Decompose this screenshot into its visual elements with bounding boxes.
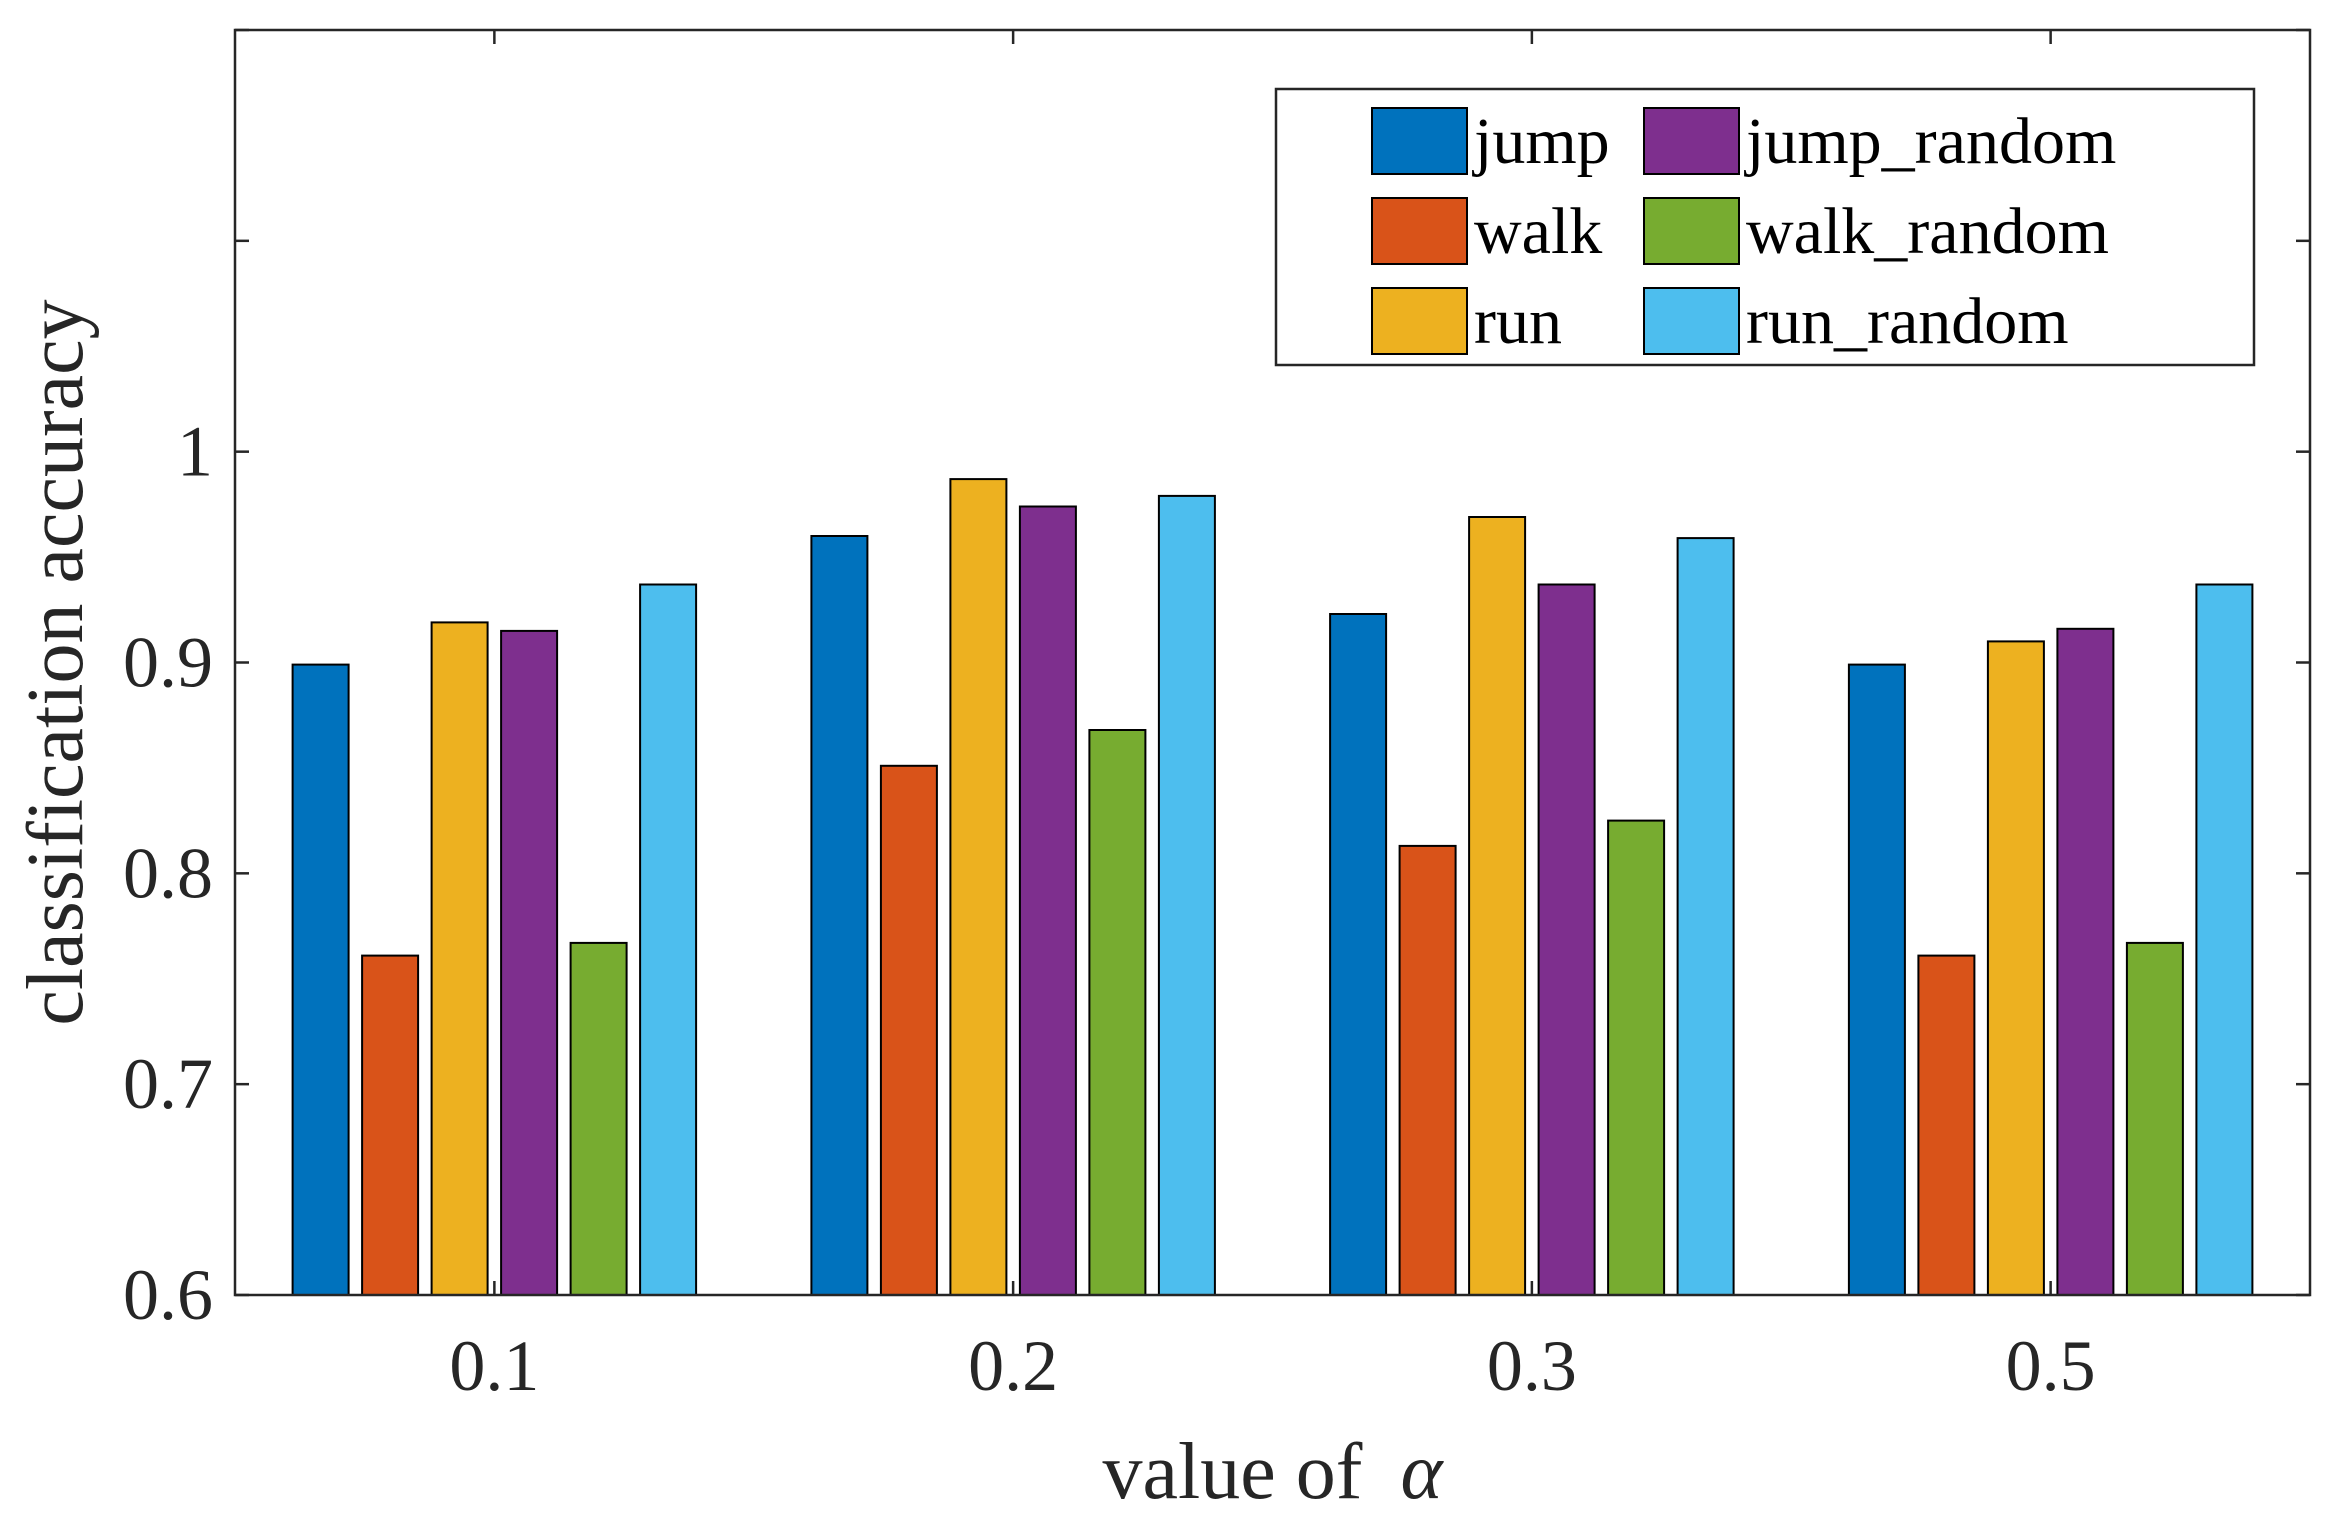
x-tick-label: 0.2	[968, 1326, 1058, 1406]
axes-layer: 0.6 0.7 0.8 0.9 1 0.1 0.2 0.3 0.5	[123, 28, 2312, 1406]
y-tick-label: 0.6	[123, 1255, 213, 1335]
y-axis-title: classification accuracy	[12, 299, 100, 1025]
legend-swatch-run_random	[1643, 287, 1740, 355]
bar-walk_random-0.3	[1607, 819, 1666, 1296]
legend-swatch-jump_random	[1643, 107, 1740, 175]
bar-jump_random-0.1	[500, 629, 559, 1296]
bar-run-0.5	[1986, 640, 2045, 1296]
bar-walk_random-0.5	[2125, 941, 2184, 1297]
bar-run_random-0.5	[2195, 583, 2254, 1296]
legend-label-walk_random: walk_random	[1746, 195, 2109, 268]
legend-swatch-jump	[1371, 107, 1468, 175]
bar-walk_random-0.2	[1088, 729, 1147, 1296]
bar-run_random-0.2	[1157, 494, 1216, 1296]
legend-swatch-walk	[1371, 197, 1468, 265]
x-axis-title-symbol: α	[1400, 1428, 1444, 1516]
bars-layer	[291, 478, 2254, 1297]
bar-run-0.2	[949, 478, 1008, 1297]
bar-run_random-0.1	[639, 583, 698, 1296]
y-tick-label: 0.8	[123, 833, 213, 913]
x-tick-label: 0.5	[2006, 1326, 2096, 1406]
legend-label-run: run	[1474, 285, 1562, 358]
y-tick-label: 1	[177, 412, 213, 492]
bar-jump-0.1	[291, 663, 350, 1296]
x-tick-label: 0.3	[1487, 1326, 1577, 1406]
bar-walk-0.1	[361, 954, 420, 1296]
y-tick-label: 0.9	[123, 623, 213, 703]
legend-label-jump_random: jump_random	[1744, 105, 2116, 178]
legend-swatch-walk_random	[1643, 197, 1740, 265]
bar-run-0.1	[430, 621, 489, 1296]
legend-label-jump: jump	[1472, 105, 1610, 178]
bar-jump_random-0.2	[1018, 505, 1077, 1296]
legend-label-walk: walk	[1474, 195, 1602, 268]
legend-swatch-run	[1371, 287, 1468, 355]
bar-jump-0.2	[810, 535, 869, 1296]
legend: jump walk run jump_random walk_random run_ran…	[1274, 87, 2256, 367]
bar-walk-0.5	[1917, 954, 1976, 1296]
bar-walk-0.2	[879, 764, 938, 1296]
x-tick-label: 0.1	[449, 1326, 539, 1406]
bar-run_random-0.3	[1676, 537, 1735, 1296]
bar-jump-0.5	[1847, 663, 1906, 1296]
bar-jump_random-0.5	[2056, 627, 2115, 1296]
x-axis-title: value of α	[1103, 1428, 1445, 1516]
y-tick-label: 0.7	[123, 1044, 213, 1124]
bar-walk_random-0.1	[569, 941, 628, 1297]
bar-run-0.3	[1468, 516, 1527, 1296]
bar-jump-0.3	[1329, 613, 1388, 1296]
x-axis-title-text: value of	[1103, 1428, 1363, 1516]
bar-jump_random-0.3	[1537, 583, 1596, 1296]
bar-walk-0.3	[1398, 844, 1457, 1297]
legend-label-run_random: run_random	[1746, 285, 2069, 358]
